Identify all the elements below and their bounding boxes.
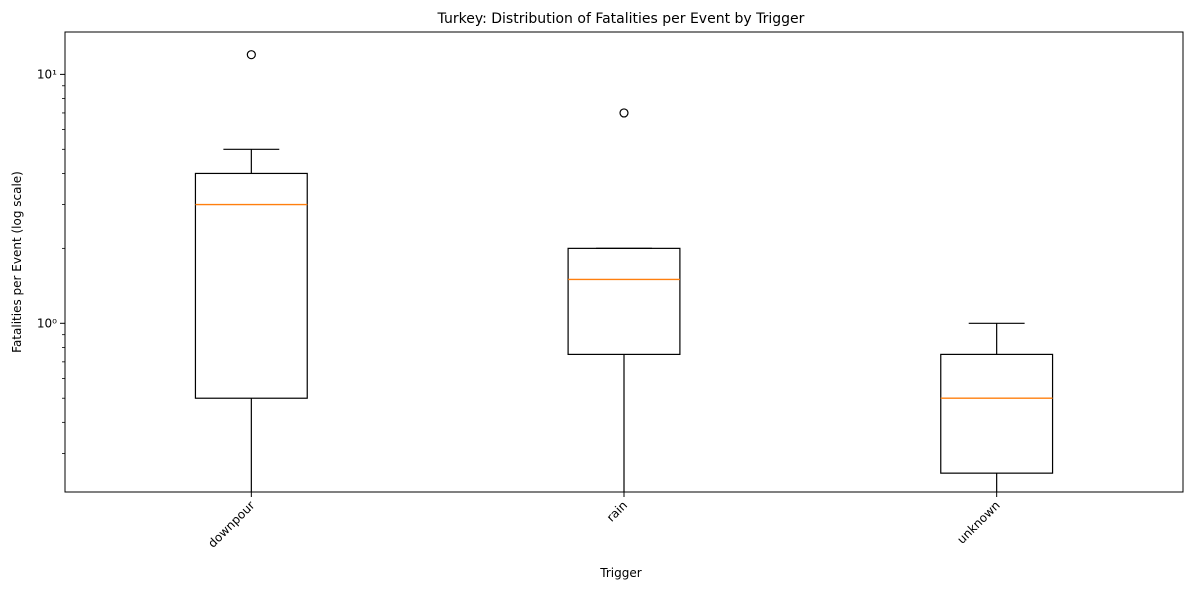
box-group-unknown bbox=[940, 322, 1054, 492]
x-tick-label: downpour bbox=[205, 498, 257, 550]
x-tick-label: rain bbox=[604, 498, 630, 524]
iqr-box bbox=[194, 172, 308, 399]
y-axis-label: Fatalities per Event (log scale) bbox=[10, 171, 24, 353]
boxes-layer bbox=[194, 50, 1054, 492]
box-group-downpour bbox=[194, 50, 308, 492]
outlier-point bbox=[619, 108, 629, 118]
x-axis: downpour rain unknown bbox=[205, 492, 1003, 550]
outlier-point bbox=[246, 50, 256, 60]
y-tick-label: 10⁰ bbox=[37, 316, 57, 330]
y-tick-label: 10¹ bbox=[37, 67, 57, 81]
iqr-box bbox=[567, 247, 681, 355]
y-axis: 10⁰ 10¹ bbox=[37, 67, 65, 454]
iqr-box bbox=[940, 353, 1054, 474]
x-tick-label: unknown bbox=[954, 498, 1002, 546]
box-group-rain bbox=[567, 108, 681, 492]
chart-title: Turkey: Distribution of Fatalities per E… bbox=[437, 11, 805, 27]
x-axis-label: Trigger bbox=[599, 566, 641, 580]
